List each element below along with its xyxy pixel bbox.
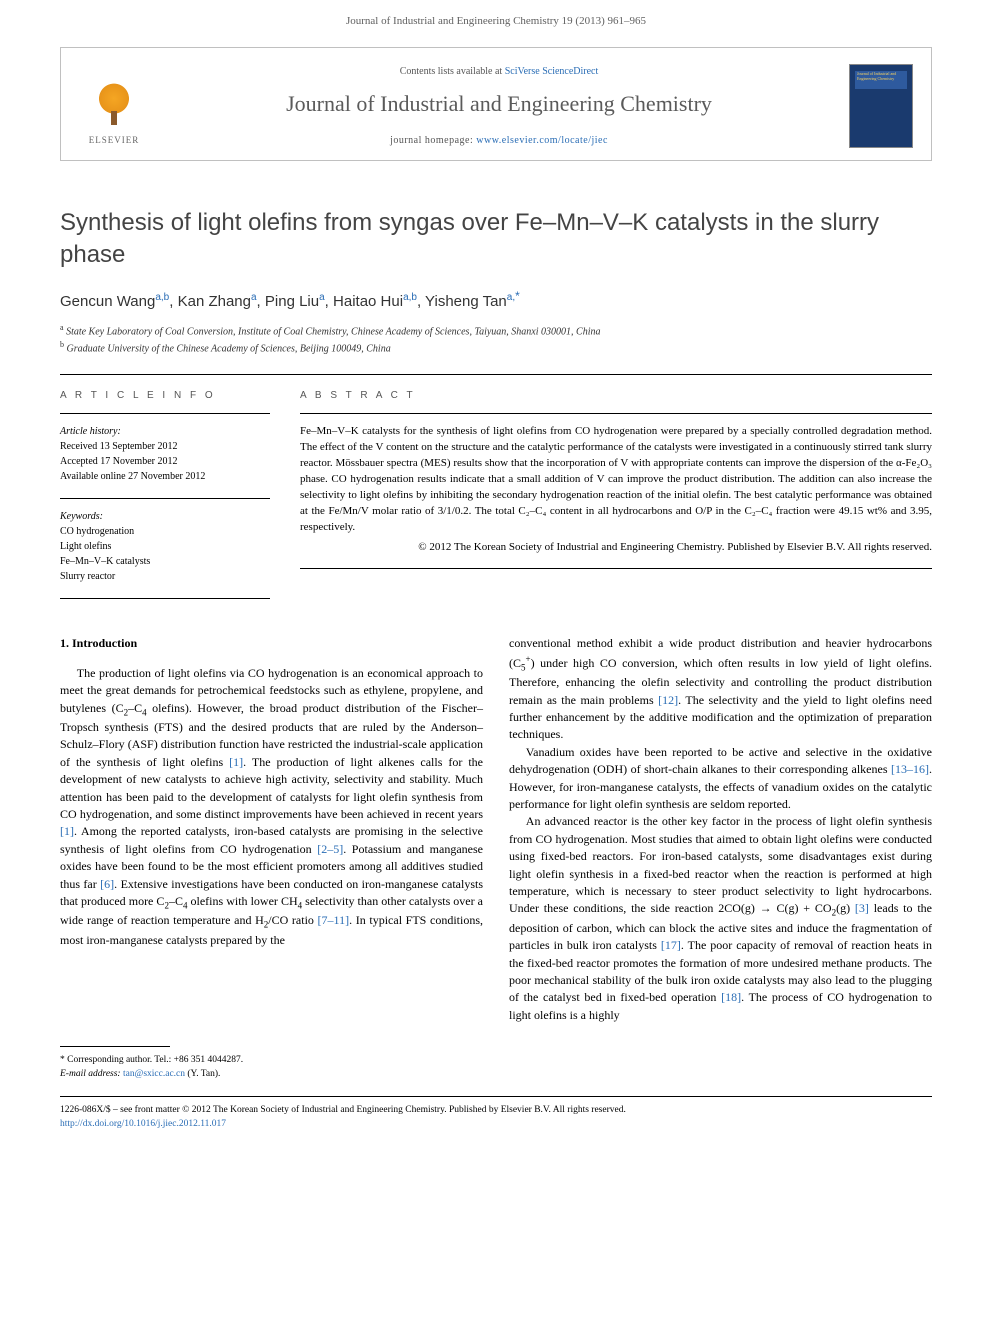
accepted-date: Accepted 17 November 2012 bbox=[60, 454, 270, 469]
citation-link[interactable]: [17] bbox=[661, 938, 681, 952]
journal-cover-text: Journal of Industrial and Engineering Ch… bbox=[857, 72, 912, 81]
corresponding-star-icon: * bbox=[515, 289, 520, 303]
article-history: Article history: Received 13 September 2… bbox=[60, 424, 270, 484]
affiliation-b: b Graduate University of the Chinese Aca… bbox=[60, 339, 932, 356]
citation-link[interactable]: [7–11] bbox=[318, 913, 350, 927]
issn-line: 1226-086X/$ – see front matter © 2012 Th… bbox=[60, 1103, 932, 1117]
author: Gencun Wanga,b bbox=[60, 293, 169, 310]
body-columns: 1. Introduction The production of light … bbox=[60, 635, 932, 1024]
citation-link[interactable]: [18] bbox=[721, 990, 741, 1004]
journal-cover-thumb: Journal of Industrial and Engineering Ch… bbox=[849, 64, 913, 148]
elsevier-wordmark: ELSEVIER bbox=[89, 134, 140, 147]
author-affil: a,b bbox=[403, 292, 417, 303]
divider bbox=[60, 413, 270, 414]
author: Kan Zhanga bbox=[178, 293, 257, 310]
elsevier-logo: ELSEVIER bbox=[79, 66, 149, 146]
email-suffix: (Y. Tan). bbox=[185, 1069, 220, 1079]
contents-available: Contents lists available at SciVerse Sci… bbox=[149, 65, 849, 79]
abstract-copyright: © 2012 The Korean Society of Industrial … bbox=[300, 540, 932, 556]
elsevier-tree-icon bbox=[87, 77, 141, 131]
citation-link[interactable]: [6] bbox=[100, 877, 114, 891]
author-name: Kan Zhang bbox=[178, 293, 251, 310]
contents-avail-prefix: Contents lists available at bbox=[400, 66, 505, 77]
keyword: CO hydrogenation bbox=[60, 524, 270, 539]
affiliations: a State Key Laboratory of Coal Conversio… bbox=[60, 322, 932, 357]
online-date: Available online 27 November 2012 bbox=[60, 469, 270, 484]
author: Yisheng Tana,* bbox=[425, 293, 520, 310]
text: Vanadium oxides have been reported to be… bbox=[509, 745, 932, 776]
column-right: conventional method exhibit a wide produ… bbox=[509, 635, 932, 1024]
section-heading: 1. Introduction bbox=[60, 635, 483, 652]
author: Haitao Huia,b bbox=[333, 293, 417, 310]
keywords-label: Keywords: bbox=[60, 509, 270, 524]
email-label: E-mail address: bbox=[60, 1069, 123, 1079]
history-label: Article history: bbox=[60, 424, 270, 439]
text: –C bbox=[128, 701, 142, 715]
author-affil: a bbox=[319, 292, 325, 303]
abstract-heading: A B S T R A C T bbox=[300, 389, 932, 403]
footnote-divider bbox=[60, 1046, 170, 1047]
column-left: 1. Introduction The production of light … bbox=[60, 635, 483, 1024]
citation-link[interactable]: [13–16] bbox=[891, 762, 929, 776]
author-name: Gencun Wang bbox=[60, 293, 155, 310]
paragraph: An advanced reactor is the other key fac… bbox=[509, 813, 932, 1024]
author-name: Ping Liu bbox=[265, 293, 319, 310]
bottom-meta: 1226-086X/$ – see front matter © 2012 Th… bbox=[60, 1103, 932, 1132]
divider bbox=[60, 498, 270, 499]
received-date: Received 13 September 2012 bbox=[60, 439, 270, 454]
meta-row: A R T I C L E I N F O Article history: R… bbox=[60, 375, 932, 609]
text: –C bbox=[169, 894, 183, 908]
email-link[interactable]: tan@sxicc.ac.cn bbox=[123, 1069, 185, 1079]
author-name: Yisheng Tan bbox=[425, 293, 507, 310]
article-info-heading: A R T I C L E I N F O bbox=[60, 389, 270, 403]
keyword: Light olefins bbox=[60, 539, 270, 554]
article-title: Synthesis of light olefins from syngas o… bbox=[60, 207, 932, 269]
authors-line: Gencun Wanga,b, Kan Zhanga, Ping Liua, H… bbox=[60, 288, 932, 312]
article-info-col: A R T I C L E I N F O Article history: R… bbox=[60, 375, 270, 609]
divider bbox=[60, 598, 270, 599]
keywords-block: Keywords: CO hydrogenation Light olefins… bbox=[60, 509, 270, 584]
text: /CO ratio bbox=[268, 913, 317, 927]
footnotes: * Corresponding author. Tel.: +86 351 40… bbox=[60, 1053, 932, 1082]
keyword: Fe–Mn–V–K catalysts bbox=[60, 554, 270, 569]
divider bbox=[300, 413, 932, 414]
citation-link[interactable]: [1] bbox=[60, 824, 74, 838]
contents-center: Contents lists available at SciVerse Sci… bbox=[149, 65, 849, 148]
keyword: Slurry reactor bbox=[60, 569, 270, 584]
divider bbox=[300, 568, 932, 569]
affiliation-text: State Key Laboratory of Coal Conversion,… bbox=[66, 326, 600, 337]
abstract-col: A B S T R A C T Fe–Mn–V–K catalysts for … bbox=[300, 375, 932, 609]
paragraph: Vanadium oxides have been reported to be… bbox=[509, 744, 932, 814]
author-affil: a bbox=[251, 292, 257, 303]
contents-bar: ELSEVIER Contents lists available at Sci… bbox=[60, 47, 932, 161]
text: olefins with lower CH bbox=[187, 894, 297, 908]
bottom-divider bbox=[60, 1096, 932, 1097]
paragraph: conventional method exhibit a wide produ… bbox=[509, 635, 932, 743]
running-header: Journal of Industrial and Engineering Ch… bbox=[0, 0, 992, 39]
author: Ping Liua bbox=[265, 293, 325, 310]
corresponding-footnote: * Corresponding author. Tel.: +86 351 40… bbox=[60, 1053, 932, 1067]
text: (g) bbox=[836, 901, 855, 915]
journal-homepage: journal homepage: www.elsevier.com/locat… bbox=[149, 134, 849, 148]
citation-link[interactable]: [1] bbox=[229, 755, 243, 769]
doi-link[interactable]: http://dx.doi.org/10.1016/j.jiec.2012.11… bbox=[60, 1119, 226, 1129]
author-name: Haitao Hui bbox=[333, 293, 403, 310]
email-footnote: E-mail address: tan@sxicc.ac.cn (Y. Tan)… bbox=[60, 1067, 932, 1081]
journal-name: Journal of Industrial and Engineering Ch… bbox=[149, 89, 849, 120]
author-affil: a, bbox=[507, 292, 515, 303]
citation-link[interactable]: [2–5] bbox=[317, 842, 343, 856]
author-affil: a,b bbox=[155, 292, 169, 303]
affiliation-a: a State Key Laboratory of Coal Conversio… bbox=[60, 322, 932, 339]
citation-link[interactable]: [12] bbox=[658, 693, 678, 707]
affiliation-text: Graduate University of the Chinese Acade… bbox=[67, 343, 391, 354]
homepage-prefix: journal homepage: bbox=[390, 135, 476, 146]
sciencedirect-link[interactable]: SciVerse ScienceDirect bbox=[505, 66, 599, 77]
homepage-link[interactable]: www.elsevier.com/locate/jiec bbox=[476, 135, 608, 146]
paragraph: The production of light olefins via CO h… bbox=[60, 665, 483, 949]
abstract-text: Fe–Mn–V–K catalysts for the synthesis of… bbox=[300, 424, 932, 536]
citation-link[interactable]: [3] bbox=[855, 901, 869, 915]
